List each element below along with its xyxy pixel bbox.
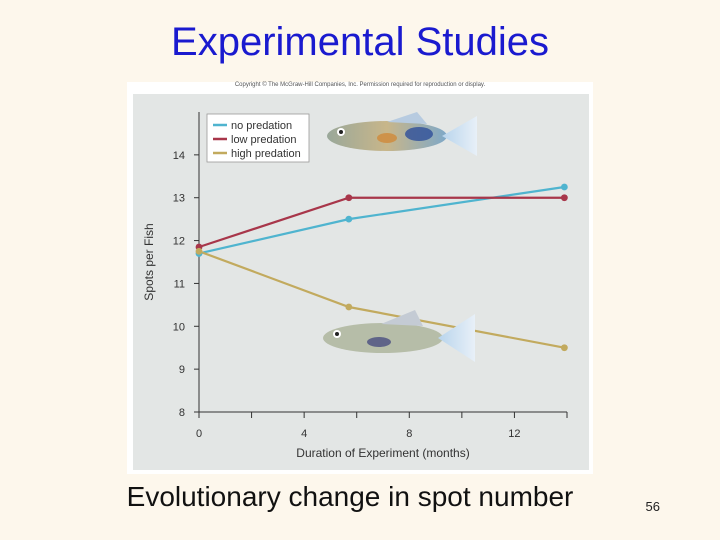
legend: no predation low predation high predation <box>206 113 310 163</box>
page-number: 56 <box>645 499 660 514</box>
data-point <box>345 194 353 202</box>
legend-label: high predation <box>231 148 301 160</box>
x-tick-label: 12 <box>508 428 520 440</box>
fish-illustration-top <box>327 112 477 156</box>
y-tick-label: 9 <box>179 364 185 376</box>
y-tick-label: 8 <box>179 407 185 419</box>
data-point <box>560 183 568 191</box>
x-tick-label: 4 <box>301 428 307 440</box>
data-point <box>195 247 203 255</box>
y-tick-label: 14 <box>173 150 185 162</box>
x-axis-label: Duration of Experiment (months) <box>296 446 469 460</box>
data-point <box>560 194 568 202</box>
data-point <box>345 215 353 223</box>
line-chart: 8 9 10 11 12 13 14 0 4 8 12 Duration of Experiment … <box>133 94 589 470</box>
copyright-notice: Copyright © The McGraw-Hill Companies, I… <box>234 82 486 88</box>
y-axis-label: Spots per Fish <box>142 223 156 300</box>
y-tick-label: 10 <box>173 321 185 333</box>
fish-illustration-bottom <box>323 310 475 362</box>
y-tick-label: 13 <box>173 193 185 205</box>
legend-label: low predation <box>231 134 296 146</box>
data-point <box>345 303 353 311</box>
chart-figure: Copyright © The McGraw-Hill Companies, I… <box>127 82 593 474</box>
x-tick-label: 0 <box>196 428 202 440</box>
slide-title: Experimental Studies <box>171 20 549 64</box>
series-group <box>195 183 568 352</box>
axes: 8 9 10 11 12 13 14 0 4 8 12 Duration of Experiment … <box>142 112 568 460</box>
slide-caption: Evolutionary change in spot number <box>126 481 574 512</box>
legend-label: no predation <box>231 120 292 132</box>
y-tick-label: 11 <box>174 278 185 290</box>
x-tick-label: 8 <box>406 428 412 440</box>
plot-background <box>133 94 589 470</box>
data-point <box>560 344 568 352</box>
y-tick-label: 12 <box>173 236 185 248</box>
